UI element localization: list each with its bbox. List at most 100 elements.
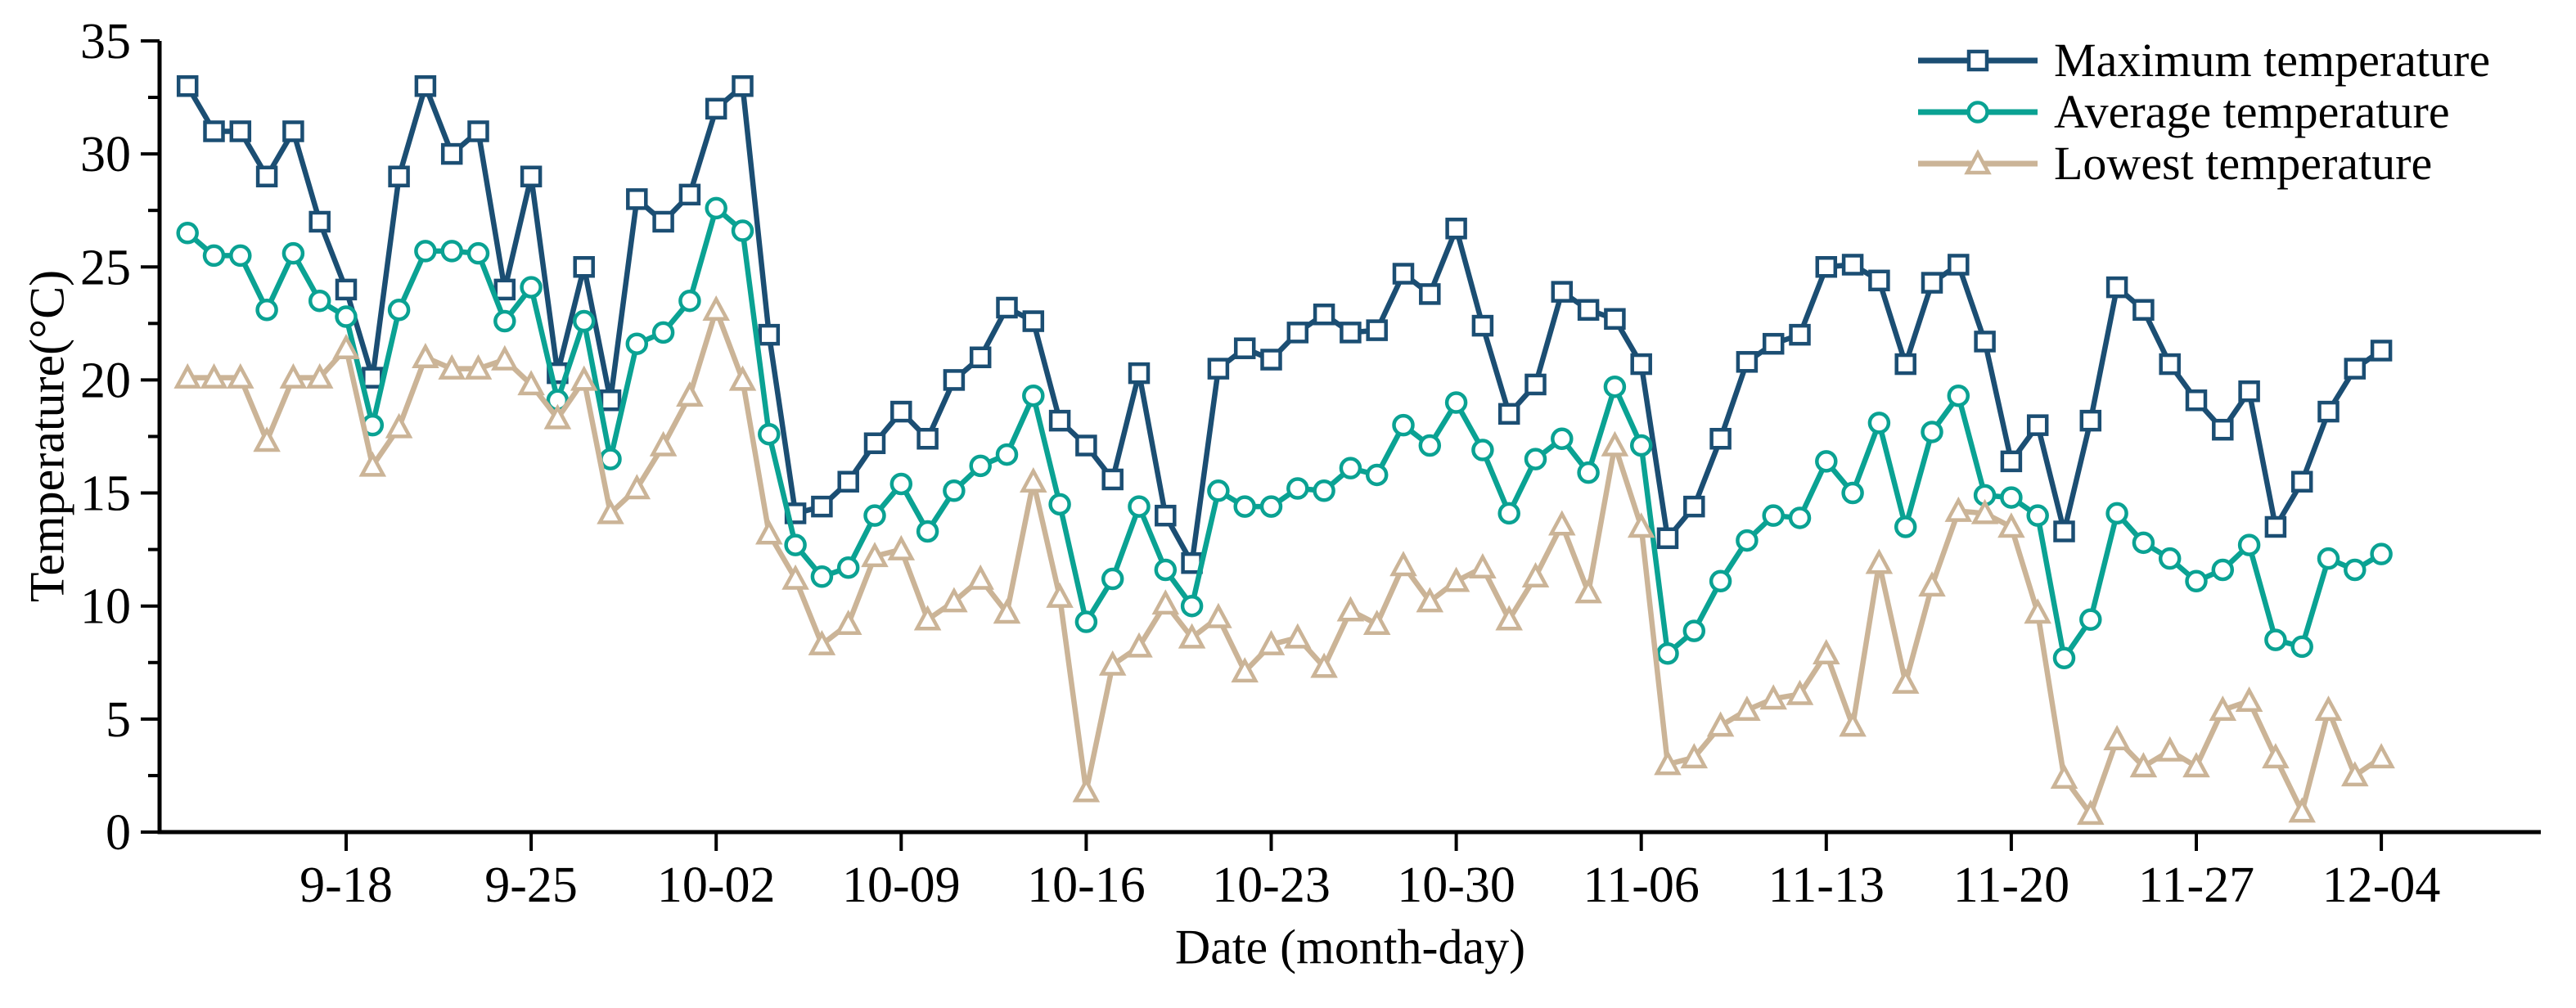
data-point-average	[758, 422, 781, 446]
data-point-average	[440, 240, 463, 263]
data-point-average	[889, 472, 913, 496]
data-point-lowest	[1733, 695, 1761, 722]
data-point-average	[2344, 558, 2367, 582]
data-point-lowest	[2367, 743, 2395, 769]
data-point-lowest	[200, 362, 228, 389]
legend-swatch-maximum	[1918, 49, 2038, 71]
data-point-lowest	[1416, 587, 1444, 613]
data-point-lowest	[781, 564, 809, 590]
data-point-maximum	[969, 346, 992, 369]
data-point-average	[2370, 542, 2393, 565]
data-point-maximum	[1868, 269, 1890, 292]
data-point-average	[1259, 495, 1283, 518]
data-point-maximum	[1471, 314, 1494, 337]
data-point-lowest	[1205, 602, 1232, 628]
data-point-average	[1577, 461, 1600, 484]
data-point-maximum	[2212, 418, 2234, 441]
data-point-average	[969, 454, 992, 478]
legend-swatch-lowest	[1918, 148, 2038, 174]
data-point-average	[1207, 479, 1230, 502]
data-point-maximum	[282, 120, 304, 142]
y-axis-title: Temperature(°C)	[20, 269, 74, 603]
data-point-maximum	[1392, 263, 1415, 285]
data-point-lowest	[755, 519, 783, 545]
data-point-average	[466, 241, 490, 265]
data-point-average	[2079, 608, 2102, 632]
data-point-lowest	[2314, 695, 2343, 722]
data-point-maximum	[1207, 358, 1230, 380]
data-point-average	[414, 240, 437, 263]
data-point-lowest	[517, 370, 545, 396]
data-point-maximum	[599, 389, 622, 412]
data-point-lowest	[808, 629, 836, 655]
data-point-lowest	[649, 430, 678, 457]
data-point-maximum	[1762, 332, 1785, 355]
data-point-lowest	[1786, 679, 1814, 705]
data-point-average	[387, 298, 411, 322]
data-point-lowest	[966, 564, 994, 590]
data-point-lowest	[728, 365, 757, 391]
data-point-average	[2185, 569, 2208, 593]
data-point-average	[678, 289, 701, 313]
data-point-maximum	[1709, 427, 1732, 450]
data-point-average	[2000, 486, 2023, 509]
data-point-lowest	[1680, 743, 1709, 769]
data-point-lowest	[1178, 623, 1206, 649]
data-point-maximum	[2053, 520, 2075, 542]
data-point-average	[1074, 610, 1098, 633]
data-point-lowest	[543, 403, 572, 430]
data-point-average	[1048, 493, 1071, 516]
legend: Maximum temperature Average temperature …	[1916, 34, 2490, 189]
data-point-lowest	[1813, 638, 1840, 664]
x-tick-label: 10-09	[842, 857, 961, 913]
y-tick-label: 20	[80, 353, 131, 408]
data-point-average	[1497, 502, 1520, 525]
data-point-average	[651, 321, 675, 344]
data-point-average	[1736, 529, 1759, 552]
data-point-lowest	[1944, 496, 1973, 522]
data-point-maximum	[2079, 409, 2102, 432]
data-point-lowest	[1072, 776, 1101, 803]
data-point-average	[2317, 547, 2340, 570]
data-point-maximum	[2344, 358, 2367, 380]
data-point-maximum	[1101, 468, 1124, 491]
data-point-average	[836, 556, 860, 579]
data-point-lowest	[1997, 512, 2025, 538]
data-point-lowest	[1020, 467, 1047, 493]
data-point-lowest	[1970, 498, 1999, 524]
data-point-maximum	[573, 256, 595, 278]
data-point-average	[2158, 547, 2182, 570]
data-point-average	[1762, 504, 1785, 527]
data-point-lowest	[2077, 799, 2105, 826]
data-point-lowest	[1521, 562, 1550, 588]
data-point-average	[1921, 421, 1943, 443]
data-point-average	[281, 241, 305, 265]
data-point-average	[1709, 569, 1732, 593]
data-point-average	[599, 448, 622, 470]
data-point-lowest	[1706, 711, 1735, 737]
data-point-lowest	[1601, 430, 1629, 457]
data-point-maximum	[2290, 470, 2313, 493]
data-point-maximum	[335, 278, 358, 301]
x-tick-label: 11-27	[2138, 857, 2254, 913]
data-point-average	[1551, 427, 1574, 450]
data-point-maximum	[1497, 403, 1520, 425]
data-point-maximum	[1683, 495, 1705, 518]
legend-marker-square	[1966, 49, 1989, 71]
legend-swatch-average	[1918, 100, 2038, 124]
data-point-maximum	[1630, 353, 1652, 376]
x-tick-label: 9-25	[484, 857, 578, 913]
data-point-lowest	[1442, 566, 1470, 592]
data-point-lowest	[597, 498, 624, 524]
data-point-average	[2211, 558, 2235, 582]
data-point-average	[1867, 412, 1891, 434]
data-point-lowest	[2155, 736, 2184, 762]
x-tick-label: 11-20	[1953, 857, 2069, 913]
data-point-maximum	[1736, 351, 1759, 373]
data-point-lowest	[1310, 652, 1338, 678]
series-line-lowest	[187, 301, 2383, 820]
data-point-maximum	[1604, 308, 1626, 331]
data-point-maximum	[1921, 272, 1943, 294]
